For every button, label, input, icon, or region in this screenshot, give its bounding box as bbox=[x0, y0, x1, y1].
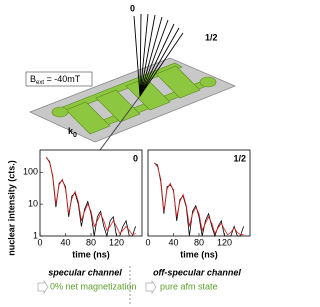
x-tick-label: 40 bbox=[60, 237, 70, 247]
legend-arrow bbox=[37, 279, 49, 295]
data-line bbox=[154, 162, 244, 236]
x-tick-label: 80 bbox=[86, 237, 96, 247]
order-label: 1/2 bbox=[205, 32, 218, 42]
y-tick-label: 10 bbox=[28, 199, 38, 209]
legend-text: 0% net magnetization bbox=[50, 281, 137, 291]
figure: 0 1/2 Bext = -40mT k0 specular channel 0… bbox=[6, 3, 251, 304]
legend: specular channel 0% net magnetization of… bbox=[37, 266, 241, 304]
legend-title: specular channel bbox=[48, 267, 122, 277]
data-line bbox=[154, 163, 244, 238]
legend-title: off-specular channel bbox=[153, 267, 241, 277]
x-tick-label: 40 bbox=[168, 237, 178, 247]
x-tick-label: 0 bbox=[37, 237, 42, 247]
x-axis-label: time (ns) bbox=[180, 249, 218, 259]
x-tick-label: 0 bbox=[145, 237, 150, 247]
y-tick-label: 100 bbox=[23, 167, 38, 177]
field-label: Bext = -40mT bbox=[30, 74, 81, 85]
x-tick-label: 120 bbox=[109, 237, 124, 247]
legend-text: pure afm state bbox=[160, 281, 218, 291]
field-box bbox=[25, 71, 93, 87]
x-tick-label: 120 bbox=[217, 237, 232, 247]
order-label: 0 bbox=[130, 3, 135, 13]
meander-structure bbox=[51, 62, 217, 135]
sample-plate bbox=[28, 57, 237, 143]
panel-label: 1/2 bbox=[233, 153, 246, 163]
data-line bbox=[46, 157, 136, 238]
scattered-beams bbox=[133, 13, 184, 97]
x-axis-label: time (ns) bbox=[72, 249, 110, 259]
incident-beam bbox=[99, 95, 141, 151]
x-tick-label: 80 bbox=[194, 237, 204, 247]
data-line bbox=[46, 156, 136, 236]
panel-label: 0 bbox=[133, 153, 138, 163]
wavevector-label: k0 bbox=[68, 126, 77, 138]
y-axis-label: nuclear intensity (cts.) bbox=[6, 160, 16, 256]
y-tick-label: 1 bbox=[33, 230, 38, 240]
legend-arrow bbox=[145, 279, 157, 295]
diagram: 0 1/2 Bext = -40mT k0 bbox=[25, 3, 237, 151]
